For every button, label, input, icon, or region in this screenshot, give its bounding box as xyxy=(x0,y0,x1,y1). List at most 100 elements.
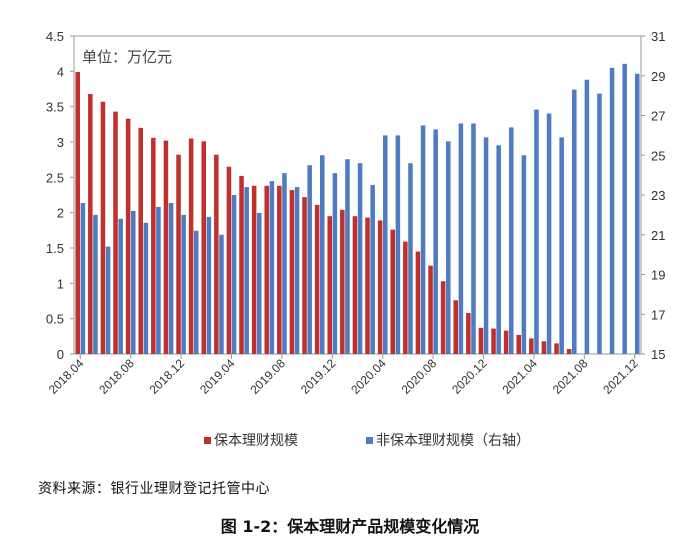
bar-guaranteed xyxy=(491,328,496,354)
bar-non-guaranteed xyxy=(446,141,451,354)
bar-non-guaranteed xyxy=(635,73,640,354)
bar-guaranteed xyxy=(125,118,131,355)
bar-guaranteed xyxy=(264,185,269,354)
bar-non-guaranteed xyxy=(597,93,602,354)
bar-non-guaranteed xyxy=(471,123,476,354)
left-tick-label: 0 xyxy=(57,347,64,362)
bar-non-guaranteed xyxy=(345,159,350,354)
bar-non-guaranteed xyxy=(307,165,312,354)
x-tick-label: 2021.12 xyxy=(600,356,641,397)
bar-non-guaranteed xyxy=(534,109,539,354)
legend: 保本理财规模 非保本理财规模（右轴） xyxy=(204,433,530,449)
right-tick-label: 27 xyxy=(651,109,665,124)
bar-guaranteed xyxy=(428,265,433,354)
bar-non-guaranteed xyxy=(395,135,401,354)
left-tick-label: 3 xyxy=(57,135,64,150)
bar-guaranteed xyxy=(151,137,156,354)
left-tick-label: 4 xyxy=(57,64,64,79)
x-tick-label: 2020.04 xyxy=(348,356,389,397)
bar-non-guaranteed xyxy=(370,185,375,354)
left-tick-label: 3.5 xyxy=(46,100,64,115)
bar-non-guaranteed xyxy=(168,202,174,354)
bar-non-guaranteed xyxy=(118,218,123,354)
right-axis: 15 17 19 21 23 25 27 29 31 xyxy=(641,29,665,362)
legend-swatch-guaranteed xyxy=(204,437,211,444)
bar-guaranteed xyxy=(365,217,370,354)
bar-non-guaranteed xyxy=(143,222,149,354)
bar-guaranteed xyxy=(453,300,458,354)
bar-guaranteed xyxy=(478,327,484,354)
bar-non-guaranteed xyxy=(294,187,300,354)
bar-guaranteed xyxy=(390,229,395,354)
left-axis: 0 0.5 1 1.5 2 2.5 3 3.5 4 4.5 xyxy=(46,29,74,362)
bar-guaranteed xyxy=(466,313,471,354)
bar-guaranteed xyxy=(88,93,93,355)
bar-guaranteed xyxy=(302,197,307,354)
x-tick-label: 2021.08 xyxy=(550,356,591,397)
bar-non-guaranteed xyxy=(194,230,199,354)
bar-guaranteed xyxy=(277,185,282,354)
bar-non-guaranteed xyxy=(105,246,111,354)
bar-guaranteed xyxy=(415,251,421,354)
series-guaranteed xyxy=(75,72,572,355)
bar-guaranteed xyxy=(440,281,446,354)
x-tick-label: 2020.08 xyxy=(399,356,440,397)
bar-guaranteed xyxy=(239,175,244,354)
x-tick-label: 2018.08 xyxy=(96,356,137,397)
legend-label-guaranteed: 保本理财规模 xyxy=(214,433,298,449)
bar-guaranteed xyxy=(516,334,521,354)
source-note: 资料来源：银行业理财登记托管中心 xyxy=(38,481,270,497)
bar-non-guaranteed xyxy=(622,63,627,354)
right-tick-label: 23 xyxy=(651,188,665,203)
bar-non-guaranteed xyxy=(483,137,489,354)
x-axis: 2018.04 2018.08 2018.12 2019.04 2019.08 2019.… xyxy=(46,354,641,397)
bar-non-guaranteed xyxy=(383,135,388,354)
bar-guaranteed xyxy=(327,216,332,354)
bar-non-guaranteed xyxy=(244,187,249,354)
bar-non-guaranteed xyxy=(559,137,564,354)
series-non-guaranteed xyxy=(80,63,640,355)
bar-non-guaranteed xyxy=(572,89,577,354)
x-tick-label: 2018.04 xyxy=(46,356,87,397)
bar-non-guaranteed xyxy=(131,210,136,354)
left-tick-label: 2.5 xyxy=(46,170,64,185)
bar-guaranteed xyxy=(289,190,295,354)
bar-non-guaranteed xyxy=(93,214,98,354)
right-tick-label: 29 xyxy=(651,69,665,84)
bar-non-guaranteed xyxy=(156,206,161,354)
bar-non-guaranteed xyxy=(458,123,464,354)
bar-guaranteed xyxy=(554,343,559,354)
unit-label: 单位：万亿元 xyxy=(82,48,172,66)
bar-guaranteed xyxy=(201,141,206,354)
bar-guaranteed xyxy=(503,330,509,354)
right-tick-label: 19 xyxy=(651,268,665,283)
bar-guaranteed xyxy=(529,338,534,354)
right-tick-label: 21 xyxy=(651,228,665,243)
left-tick-label: 2 xyxy=(57,206,64,221)
bar-guaranteed xyxy=(251,185,257,354)
bar-non-guaranteed xyxy=(609,67,615,355)
bar-non-guaranteed xyxy=(357,163,363,354)
left-tick-label: 1.5 xyxy=(46,241,64,256)
figure-title: 图 1-2：保本理财产品规模变化情况 xyxy=(220,517,480,536)
plot-area xyxy=(73,35,642,355)
bar-guaranteed xyxy=(214,154,219,354)
bar-non-guaranteed xyxy=(408,163,413,354)
bar-guaranteed xyxy=(541,341,547,354)
right-tick-label: 17 xyxy=(651,307,665,322)
left-tick-label: 0.5 xyxy=(46,312,64,327)
bar-non-guaranteed xyxy=(546,113,552,354)
left-tick-label: 1 xyxy=(57,276,64,291)
bar-chart: 00.511.522.533.544.5 151719212325272931 … xyxy=(46,29,666,449)
legend-swatch-non-guaranteed xyxy=(366,437,373,444)
x-tick-label: 2021.04 xyxy=(499,356,540,397)
bar-non-guaranteed xyxy=(181,214,186,354)
legend-label-non-guaranteed: 非保本理财规模（右轴） xyxy=(376,433,530,449)
bar-non-guaranteed xyxy=(496,145,501,354)
bar-non-guaranteed xyxy=(231,195,237,354)
bar-guaranteed xyxy=(377,220,383,354)
bar-non-guaranteed xyxy=(433,129,438,354)
x-tick-label: 2020.12 xyxy=(449,356,490,397)
bar-guaranteed xyxy=(352,216,358,354)
left-tick-label: 4.5 xyxy=(46,29,64,44)
